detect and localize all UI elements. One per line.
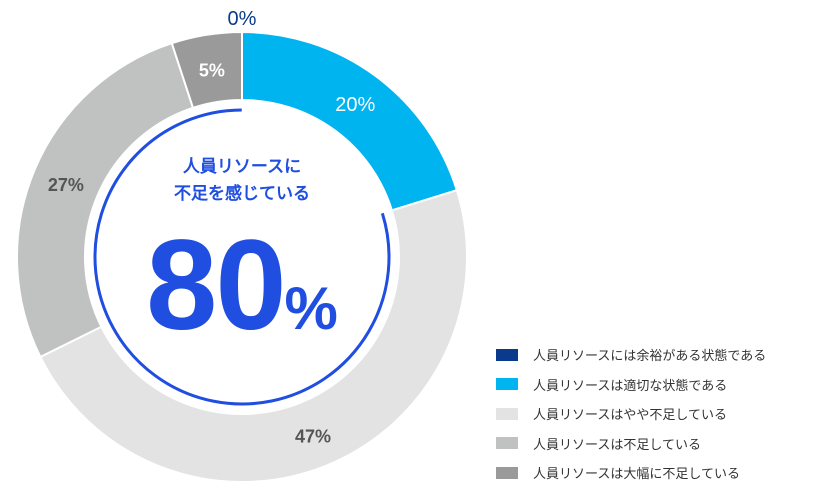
center-value-unit: % bbox=[284, 275, 338, 342]
legend-item: 人員リソースは適切な状態である bbox=[496, 370, 766, 400]
accent-arc bbox=[93, 108, 391, 406]
segment-label: 20% bbox=[335, 94, 375, 116]
center-title-line1: 人員リソースに bbox=[182, 157, 302, 177]
legend: 人員リソースには余裕がある状態である 人員リソースは適切な状態である 人員リソー… bbox=[496, 340, 766, 488]
legend-label: 人員リソースはやや不足している bbox=[533, 408, 727, 424]
donut-segment bbox=[39, 188, 468, 483]
legend-swatch bbox=[496, 466, 518, 479]
center-title-line2: 不足を感じている bbox=[174, 184, 310, 204]
segment-label: 27% bbox=[48, 175, 84, 195]
legend-swatch bbox=[496, 437, 518, 450]
donut-segments bbox=[16, 30, 468, 483]
legend-swatch bbox=[496, 378, 518, 391]
legend-label: 人員リソースは適切な状態である bbox=[533, 378, 728, 394]
segment-label: 47% bbox=[295, 426, 331, 446]
segment-labels: 0% 20% 47% 27% 5% bbox=[48, 8, 376, 446]
donut-segment bbox=[16, 41, 195, 359]
legend-swatch bbox=[496, 407, 518, 420]
segment-label: 5% bbox=[199, 60, 225, 80]
legend-item: 人員リソースは大幅に不足している bbox=[496, 458, 766, 488]
legend-label: 人員リソースは大幅に不足している bbox=[533, 467, 740, 483]
segment-label: 0% bbox=[228, 8, 257, 30]
legend-item: 人員リソースは不足している bbox=[496, 429, 766, 459]
center-value: 80% bbox=[92, 212, 392, 359]
center-value-number: 80 bbox=[146, 214, 286, 357]
legend-label: 人員リソースには余裕がある状態である bbox=[533, 349, 767, 365]
legend-item: 人員リソースには余裕がある状態である bbox=[496, 340, 766, 370]
legend-label: 人員リソースは不足している bbox=[533, 437, 701, 453]
donut-segment bbox=[170, 30, 243, 110]
legend-item: 人員リソースはやや不足している bbox=[496, 399, 766, 429]
legend-swatch bbox=[496, 348, 518, 361]
